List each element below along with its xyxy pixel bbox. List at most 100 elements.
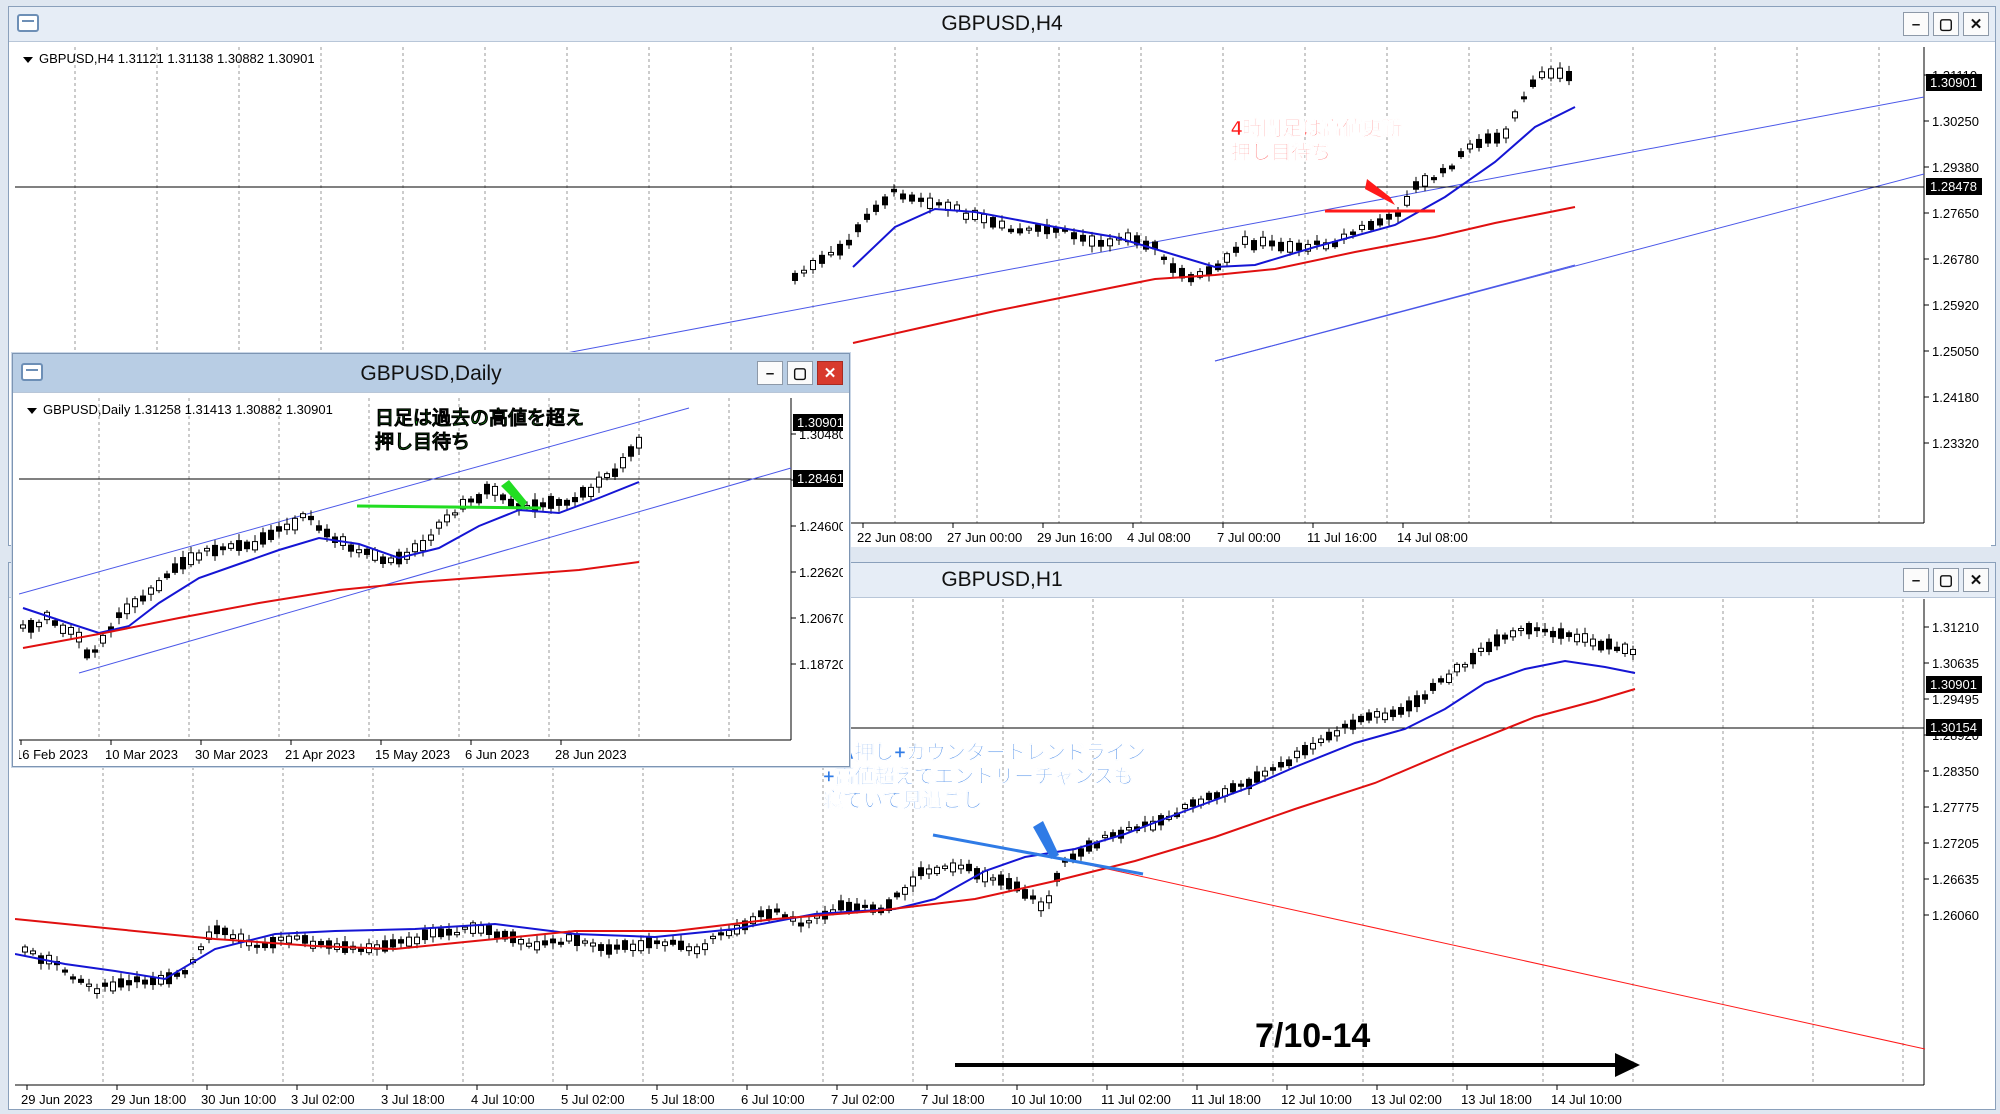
h1-candle xyxy=(1486,641,1492,653)
daily-candle xyxy=(356,549,362,554)
time-tick-label: 14 Jul 10:00 xyxy=(1551,1092,1622,1107)
h4-candle xyxy=(828,251,834,256)
counter-trendline xyxy=(932,833,1144,876)
h1-candle xyxy=(1254,771,1260,783)
h1-candle xyxy=(1030,895,1036,900)
minimize-button[interactable]: – xyxy=(1903,568,1929,592)
h1-candle xyxy=(902,887,908,895)
daily-chart-canvas[interactable]: 1.304801.265501.246001.226201.206701.187… xyxy=(19,398,843,762)
arrow-head-icon xyxy=(1615,1053,1640,1077)
h4-candle xyxy=(1278,241,1284,252)
h4-candle xyxy=(1224,253,1230,263)
h1-candle xyxy=(1398,707,1404,715)
daily-chart-area[interactable]: 1.304801.265501.246001.226201.206701.187… xyxy=(19,398,843,762)
daily-candle xyxy=(316,525,322,531)
h1-candle xyxy=(750,916,756,925)
h1-candle xyxy=(118,978,124,988)
h1-candle xyxy=(1342,723,1348,729)
h1-candle xyxy=(22,946,28,953)
h4-title-bar[interactable]: GBPUSD,H4 – ▢ ✕ xyxy=(9,7,1995,42)
h1-candle xyxy=(398,939,404,944)
h1-candle xyxy=(470,922,476,934)
h4-candle xyxy=(1206,266,1212,276)
h4-candle xyxy=(891,188,897,193)
h1-candle xyxy=(1590,638,1596,647)
h4-candle xyxy=(1404,196,1410,206)
h4-candle xyxy=(954,204,960,211)
h1-candle xyxy=(1038,901,1044,912)
h1-chart-canvas[interactable]: 1.312101.306351.294951.289201.283501.277… xyxy=(15,599,1991,1109)
h1-annotation-line1: MA押し+カウンタートレンドライン xyxy=(823,740,1146,764)
collapse-triangle-icon[interactable] xyxy=(23,56,33,63)
time-tick-label: 6 Jul 10:00 xyxy=(741,1092,805,1107)
week-label: 7/10-14 xyxy=(1255,1017,1370,1055)
h1-candle xyxy=(454,931,460,936)
h1-candle xyxy=(382,940,388,952)
daily-hline-price: 1.28461 xyxy=(797,471,843,486)
time-tick-label: 14 Jul 08:00 xyxy=(1397,530,1468,545)
price-tick-label: 1.28350 xyxy=(1932,764,1979,779)
h1-candle xyxy=(1046,895,1052,904)
h4-candle xyxy=(1035,224,1041,232)
h4-candle xyxy=(909,194,915,202)
h1-candle xyxy=(142,979,148,985)
h4-candle xyxy=(1089,235,1095,247)
chart-window-icon xyxy=(21,363,43,381)
maximize-button[interactable]: ▢ xyxy=(1933,12,1959,36)
price-tick-label: 1.23320 xyxy=(1932,436,1979,451)
h1-hline-price: 1.30154 xyxy=(1930,720,1977,735)
h1-candle xyxy=(1470,652,1476,665)
maximize-button[interactable]: ▢ xyxy=(1933,568,1959,592)
daily-candle xyxy=(20,624,26,629)
daily-candle xyxy=(604,473,610,479)
h1-candle xyxy=(1510,630,1516,638)
daily-candle xyxy=(260,532,266,545)
h1-candle xyxy=(1286,759,1292,767)
h1-candle xyxy=(1550,630,1556,638)
h4-candle xyxy=(1377,218,1383,226)
close-button[interactable]: ✕ xyxy=(1963,12,1989,36)
h1-candle xyxy=(862,904,868,908)
h1-candle xyxy=(486,925,492,936)
price-tick-label: 1.29495 xyxy=(1932,692,1979,707)
h1-candle xyxy=(1190,799,1196,807)
daily-candle xyxy=(572,497,578,503)
minimize-button[interactable]: – xyxy=(1903,12,1929,36)
price-tick-label: 1.30250 xyxy=(1932,114,1979,129)
h1-candle xyxy=(702,943,708,951)
collapse-triangle-icon[interactable] xyxy=(27,407,37,414)
daily-candle xyxy=(252,541,258,551)
h1-candle xyxy=(222,927,228,936)
h4-hline-price: 1.28478 xyxy=(1930,179,1977,194)
close-button[interactable]: ✕ xyxy=(817,361,843,385)
h4-candle xyxy=(900,193,906,200)
price-tick-label: 1.27650 xyxy=(1932,206,1979,221)
h4-candle xyxy=(1566,70,1572,82)
h1-candle xyxy=(1478,647,1484,652)
time-tick-label: 7 Jul 02:00 xyxy=(831,1092,895,1107)
daily-candle xyxy=(92,649,98,653)
time-tick-label: 12 Jul 10:00 xyxy=(1281,1092,1352,1107)
price-tick-label: 1.20670 xyxy=(799,611,843,626)
h1-candle xyxy=(806,920,812,924)
daily-title-bar[interactable]: GBPUSD,Daily – ▢ ✕ xyxy=(13,354,849,393)
h1-candle xyxy=(1390,709,1396,718)
h1-candle xyxy=(62,969,68,973)
h1-candle xyxy=(262,942,268,949)
time-tick-label: 29 Jun 2023 xyxy=(21,1092,93,1107)
minimize-button[interactable]: – xyxy=(757,361,783,385)
daily-current-price: 1.30901 xyxy=(797,415,843,430)
h1-candle xyxy=(1150,820,1156,831)
h4-candle xyxy=(1395,212,1401,217)
daily-chart-window[interactable]: GBPUSD,Daily – ▢ ✕ 1.304801.265501.24600… xyxy=(12,353,850,767)
h1-candle xyxy=(1526,622,1532,635)
close-button[interactable]: ✕ xyxy=(1963,568,1989,592)
h1-candle xyxy=(950,862,956,873)
h1-fast-ma xyxy=(15,659,1636,981)
h4-candle xyxy=(882,196,888,206)
daily-candle xyxy=(116,612,122,619)
h4-candle xyxy=(1476,138,1482,148)
h4-candle xyxy=(1080,234,1086,242)
h1-candle xyxy=(1438,678,1444,683)
maximize-button[interactable]: ▢ xyxy=(787,361,813,385)
